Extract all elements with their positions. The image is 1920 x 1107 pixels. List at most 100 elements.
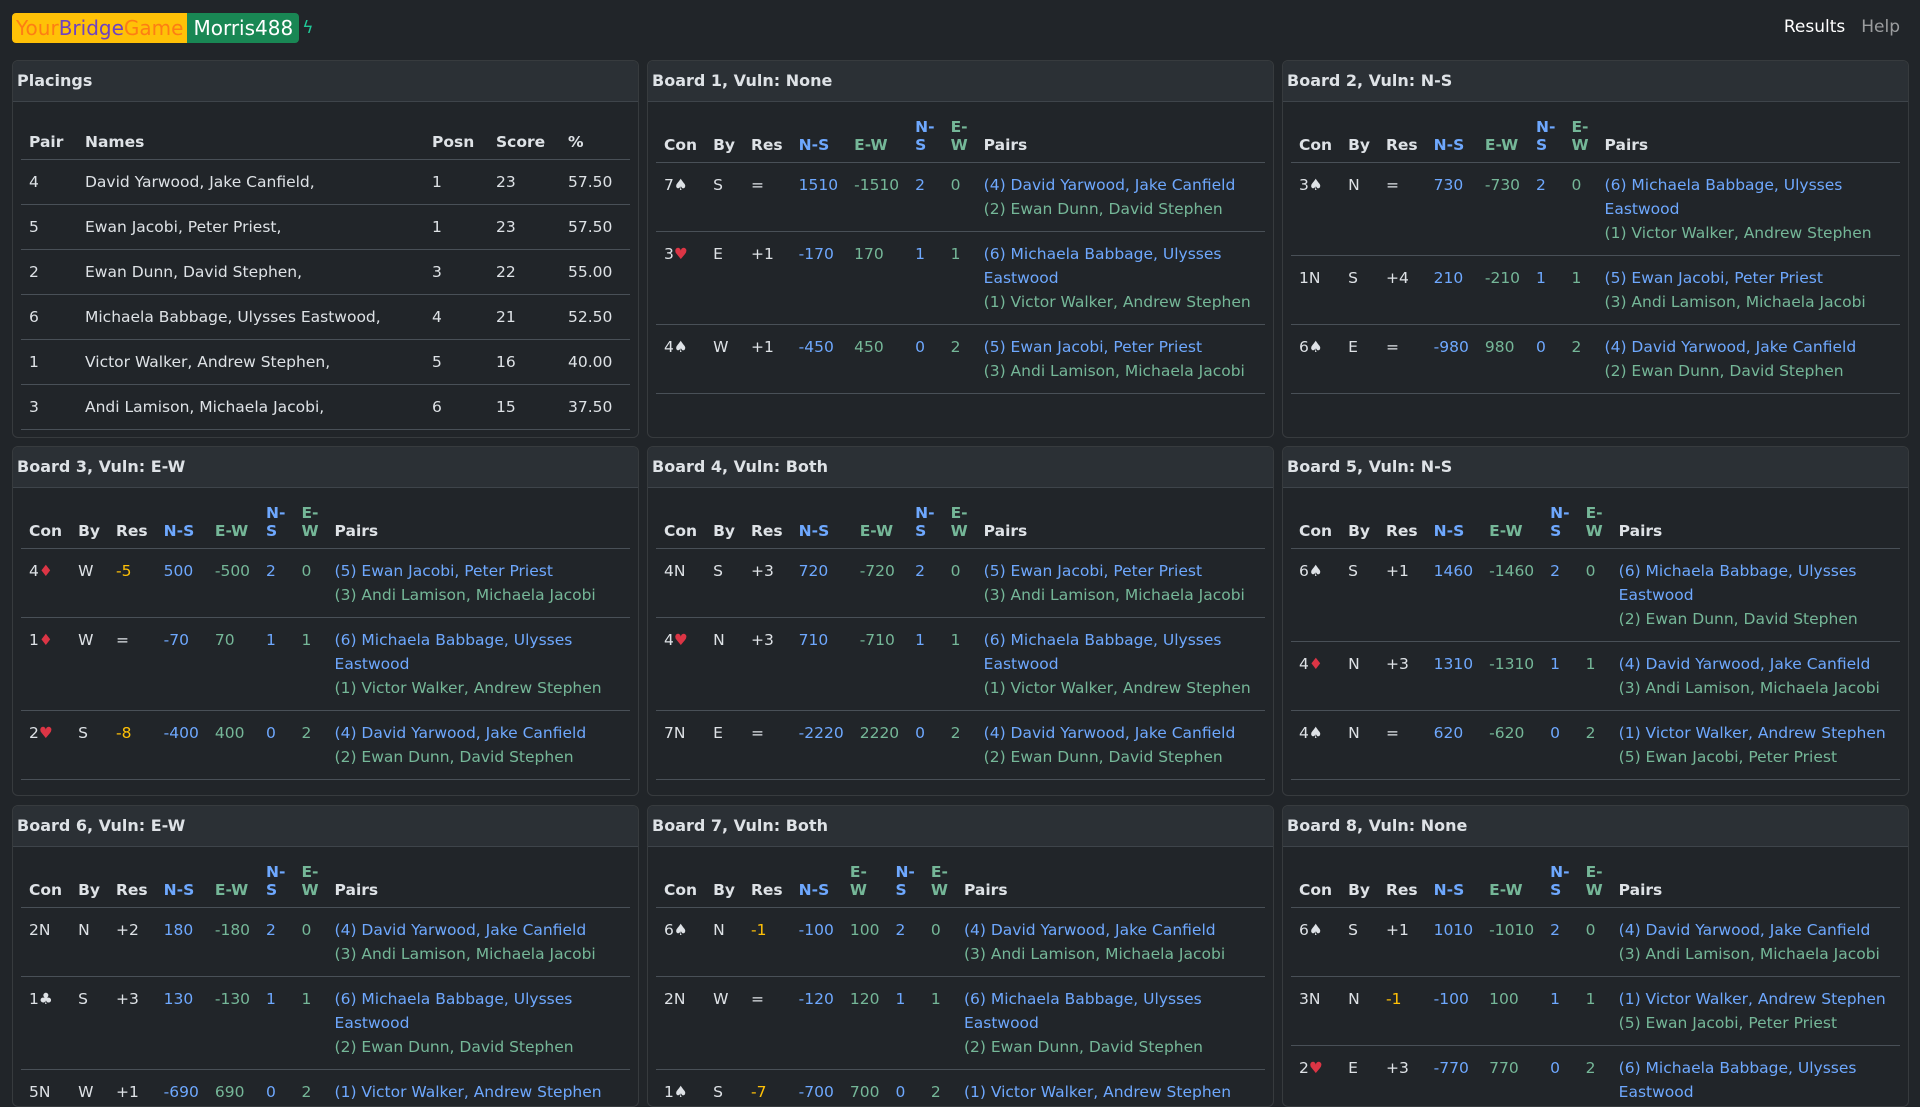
ew-pair-link[interactable]: (3) Andi Lamison, Michaela Jacobi: [335, 583, 622, 607]
ns-pair-link[interactable]: (5) Ewan Jacobi, Peter Priest: [984, 559, 1257, 583]
ns-pair-link[interactable]: (4) David Yarwood, Jake Canfield: [335, 918, 622, 942]
ew-pair-link[interactable]: (5) Ewan Jacobi, Peter Priest: [1619, 1011, 1892, 1035]
pair-names: Ewan Dunn, David Stephen,: [77, 250, 424, 295]
contract: 6♠: [1291, 908, 1340, 977]
ew-pair-link[interactable]: (3) Andi Lamison, Michaela Jacobi: [964, 942, 1257, 966]
score: 23: [488, 205, 560, 250]
ew-pair-link[interactable]: (3) Andi Lamison, Michaela Jacobi: [1619, 676, 1892, 700]
declarer: N: [1340, 711, 1378, 780]
pairs-cell: (4) David Yarwood, Jake Canfield(2) Ewan…: [976, 711, 1265, 780]
ew-matchpoints: 2: [293, 1070, 326, 1107]
ns-pair-link[interactable]: (6) Michaela Babbage, Ulysses Eastwood: [984, 628, 1257, 676]
pairs-cell: (5) Ewan Jacobi, Peter Priest(3) Andi La…: [1597, 256, 1900, 325]
brand-logo[interactable]: YourBridgeGame: [12, 13, 187, 43]
ns-pair-link[interactable]: (6) Michaela Babbage, Ulysses Eastwood: [1605, 173, 1892, 221]
ns-pair-link[interactable]: (6) Michaela Babbage, Ulysses Eastwood: [984, 242, 1257, 290]
ns-pair-link[interactable]: (4) David Yarwood, Jake Canfield: [335, 721, 622, 745]
col-ew-mp: E-W: [1578, 504, 1611, 549]
col-pairs: Pairs: [1597, 118, 1900, 163]
ns-pair-link[interactable]: (1) Victor Walker, Andrew Stephen: [964, 1080, 1257, 1104]
ew-score: 700: [842, 1070, 888, 1107]
col-ns-score: N-S: [156, 863, 207, 908]
declarer: W: [70, 549, 108, 618]
nav-results-link[interactable]: Results: [1784, 17, 1845, 37]
ew-pair-link[interactable]: (3) Andi Lamison, Michaela Jacobi: [984, 359, 1257, 383]
pairs-cell: (6) Michaela Babbage, Ulysses Eastwood(1…: [1597, 163, 1900, 256]
ew-pair-link[interactable]: (2) Ewan Dunn, David Stephen: [964, 1035, 1257, 1059]
ew-pair-link[interactable]: (2) Ewan Dunn, David Stephen: [335, 1035, 622, 1059]
col-ns-score: N-S: [791, 118, 846, 163]
ew-pair-link[interactable]: (2) Ewan Dunn, David Stephen: [984, 745, 1257, 769]
ns-pair-link[interactable]: (6) Michaela Babbage, Ulysses Eastwood: [1619, 1056, 1892, 1104]
ns-matchpoints: 0: [258, 711, 293, 780]
ns-pair-link[interactable]: (6) Michaela Babbage, Ulysses Eastwood: [335, 987, 622, 1035]
ew-pair-link[interactable]: (2) Ewan Dunn, David Stephen: [335, 745, 622, 769]
brand[interactable]: YourBridgeGame Morris488 ϟ: [12, 13, 313, 43]
ew-score: 980: [1477, 325, 1528, 394]
user-badge[interactable]: Morris488: [187, 13, 299, 43]
ns-pair-link[interactable]: (4) David Yarwood, Jake Canfield: [984, 721, 1257, 745]
ns-pair-link[interactable]: (5) Ewan Jacobi, Peter Priest: [984, 335, 1257, 359]
ns-pair-link[interactable]: (4) David Yarwood, Jake Canfield: [1605, 335, 1892, 359]
ew-pair-link[interactable]: (1) Victor Walker, Andrew Stephen: [335, 676, 622, 700]
ns-pair-link[interactable]: (4) David Yarwood, Jake Canfield: [1619, 652, 1892, 676]
declarer: N: [1340, 163, 1378, 256]
pairs-cell: (4) David Yarwood, Jake Canfield(3) Andi…: [1611, 642, 1900, 711]
result: +3: [1378, 642, 1426, 711]
nav-help-link[interactable]: Help: [1861, 17, 1900, 37]
ns-pair-link[interactable]: (6) Michaela Babbage, Ulysses Eastwood: [1619, 559, 1892, 607]
pair-number: 1: [21, 340, 77, 385]
ns-pair-link[interactable]: (1) Victor Walker, Andrew Stephen: [1619, 987, 1892, 1011]
ns-score: 1010: [1426, 908, 1481, 977]
ew-pair-link[interactable]: (5) Ewan Jacobi, Peter Priest: [1619, 745, 1892, 769]
ew-score: -1310: [1481, 642, 1542, 711]
col-pairs: Pairs: [327, 504, 630, 549]
ns-matchpoints: 1: [1542, 977, 1577, 1046]
pairs-cell: (4) David Yarwood, Jake Canfield(3) Andi…: [956, 908, 1265, 977]
ns-pair-link[interactable]: (4) David Yarwood, Jake Canfield: [964, 918, 1257, 942]
col-result: Res: [108, 504, 156, 549]
col-ns-mp: N-S: [907, 118, 942, 163]
percent: 37.50: [560, 385, 630, 430]
ns-score: -70: [156, 618, 207, 711]
spade-icon: ♠: [1309, 562, 1323, 580]
ew-pair-link[interactable]: (2) Ewan Dunn, David Stephen: [984, 197, 1257, 221]
ns-pair-link[interactable]: (5) Ewan Jacobi, Peter Priest: [335, 559, 622, 583]
ew-pair-link[interactable]: (2) Ewan Dunn, David Stephen: [1619, 607, 1892, 631]
result: -8: [108, 711, 156, 780]
ns-pair-link[interactable]: (6) Michaela Babbage, Ulysses Eastwood: [964, 987, 1257, 1035]
ew-pair-link[interactable]: (1) Victor Walker, Andrew Stephen: [984, 676, 1257, 700]
ew-pair-link[interactable]: (3) Andi Lamison, Michaela Jacobi: [984, 583, 1257, 607]
ew-pair-link[interactable]: (1) Victor Walker, Andrew Stephen: [984, 290, 1257, 314]
ns-pair-link[interactable]: (5) Ewan Jacobi, Peter Priest: [1605, 266, 1892, 290]
ew-pair-link[interactable]: (3) Andi Lamison, Michaela Jacobi: [1619, 942, 1892, 966]
result: +3: [743, 549, 791, 618]
declarer: E: [705, 711, 743, 780]
ew-pair-link[interactable]: (2) Ewan Dunn, David Stephen: [1605, 359, 1892, 383]
ew-pair-link[interactable]: (3) Andi Lamison, Michaela Jacobi: [335, 942, 622, 966]
col-result: Res: [108, 863, 156, 908]
col-pairs: Pairs: [1611, 504, 1900, 549]
declarer: S: [1340, 908, 1378, 977]
ns-pair-link[interactable]: (6) Michaela Babbage, Ulysses Eastwood: [335, 628, 622, 676]
ns-pair-link[interactable]: (4) David Yarwood, Jake Canfield: [1619, 918, 1892, 942]
ns-pair-link[interactable]: (1) Victor Walker, Andrew Stephen: [1619, 721, 1892, 745]
ew-matchpoints: 0: [943, 163, 976, 232]
declarer: N: [1340, 977, 1378, 1046]
brand-part-bridge: Bridge: [59, 16, 124, 40]
col-result: Res: [743, 118, 791, 163]
ew-pair-link[interactable]: (1) Victor Walker, Andrew Stephen: [1605, 221, 1892, 245]
ew-pair-link[interactable]: (3) Andi Lamison, Michaela Jacobi: [1605, 290, 1892, 314]
ns-pair-link[interactable]: (4) David Yarwood, Jake Canfield: [984, 173, 1257, 197]
ns-pair-link[interactable]: (1) Victor Walker, Andrew Stephen: [335, 1080, 622, 1104]
ns-score: 1510: [791, 163, 846, 232]
